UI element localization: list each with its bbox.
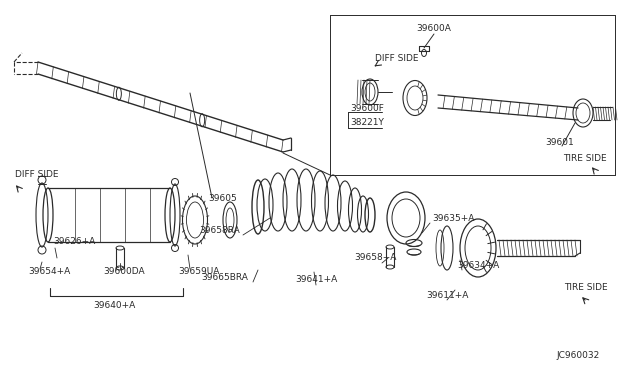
Text: TIRE SIDE: TIRE SIDE [564,282,608,292]
Text: 38221Y: 38221Y [350,118,384,126]
Text: 39626+A: 39626+A [53,237,95,246]
Text: 39600A: 39600A [417,23,451,32]
Text: 39659UA: 39659UA [178,267,220,276]
Text: 39654+A: 39654+A [28,267,70,276]
Text: 39658RA: 39658RA [199,225,240,234]
Text: 39634+A: 39634+A [457,260,499,269]
Text: 39605: 39605 [209,193,237,202]
Text: 39658+A: 39658+A [354,253,396,263]
Text: DIFF SIDE: DIFF SIDE [15,170,58,179]
Text: 39641+A: 39641+A [295,276,337,285]
Text: 39600DA: 39600DA [103,267,145,276]
Text: JC960032: JC960032 [556,350,600,359]
Text: 39635+A: 39635+A [432,214,474,222]
Text: DIFF SIDE: DIFF SIDE [375,54,419,62]
Text: 39611+A: 39611+A [426,292,468,301]
Text: 39600F: 39600F [350,103,384,112]
Text: 39640+A: 39640+A [93,301,135,310]
Text: 39601: 39601 [546,138,574,147]
Text: TIRE SIDE: TIRE SIDE [563,154,607,163]
Text: 39665BRA: 39665BRA [201,273,248,282]
